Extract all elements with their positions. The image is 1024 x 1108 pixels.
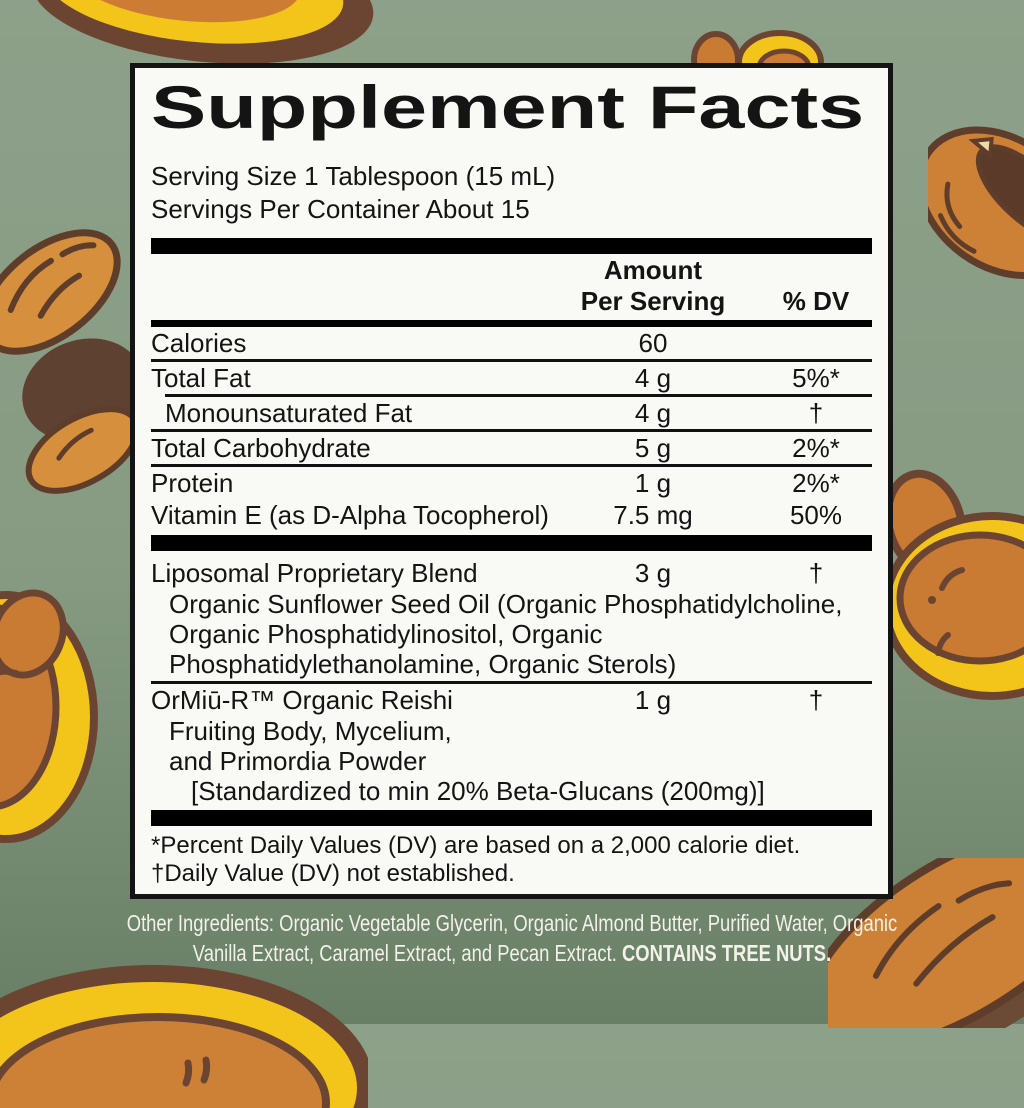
nutrient-dv: 5%* [792, 363, 840, 393]
divider-indented [165, 394, 872, 397]
divider [151, 681, 872, 684]
serving-info: Serving Size 1 Tablespoon (15 mL) Servin… [151, 160, 872, 226]
table-row-total-carbohydrate: Total Carbohydrate 5 g 2%* [151, 432, 872, 464]
nutrient-name: Monounsaturated Fat [165, 398, 413, 428]
nutrient-name: Calories [151, 328, 247, 358]
percent-dv-footnote: *Percent Daily Values (DV) are based on … [151, 832, 801, 859]
nutrient-name: Total Fat [151, 363, 251, 393]
nutrient-name: OrMiū-R™ Organic Reishi [151, 685, 453, 715]
nutrient-amount: 5 g [634, 433, 672, 463]
nutrient-amount: 7.5 mg [613, 500, 693, 530]
thick-divider-bar [151, 238, 872, 254]
table-row-calories: Calories 60 [151, 327, 872, 359]
nutrient-dv: 2%* [792, 468, 840, 498]
nutrient-amount: 1 g [634, 468, 672, 498]
dv-column-header: % DV [782, 286, 850, 316]
panel-title: Supplement Facts [151, 74, 865, 141]
nutrient-dv: † [808, 558, 824, 588]
medium-divider-bar [151, 320, 872, 327]
blend-description: Organic Sunflower Seed Oil (Organic Phos… [169, 589, 843, 679]
table-header: Amount Per Serving % DV [151, 254, 872, 320]
reishi-illustration-left [0, 589, 98, 843]
nutrient-amount: 3 g [634, 558, 672, 588]
serving-size-text: Serving Size 1 Tablespoon (15 mL) [151, 161, 556, 191]
reishi-standardized-note: [Standardized to min 20% Beta-Glucans (2… [191, 776, 765, 806]
other-ingredients-line2: Vanilla Extract, Caramel Extract, and Pe… [192, 940, 832, 966]
nutrient-name: Vitamin E (as D-Alpha Tocopherol) [151, 500, 549, 530]
servings-per-container-text: Servings Per Container About 15 [151, 194, 530, 224]
dagger-footnote: †Daily Value (DV) not established. [151, 860, 515, 887]
table-row-protein: Protein 1 g 2%* [151, 467, 872, 499]
nutrient-name: Total Carbohydrate [151, 433, 371, 463]
divider [151, 429, 872, 432]
table-row-vitamin-e: Vitamin E (as D-Alpha Tocopherol) 7.5 mg… [151, 499, 872, 531]
nutrient-dv: † [808, 398, 824, 428]
thick-divider-bar [151, 535, 872, 551]
reishi-illustration-bottom-left [0, 965, 368, 1108]
footnotes: *Percent Daily Values (DV) are based on … [151, 832, 872, 888]
divider [151, 464, 872, 467]
table-row-liposomal-blend: Liposomal Proprietary Blend 3 g † [151, 557, 872, 589]
nutrient-amount: 4 g [634, 398, 672, 428]
other-ingredients-line1: Other Ingredients: Organic Vegetable Gly… [126, 910, 898, 936]
nutrient-amount: 1 g [634, 685, 672, 715]
pecan-shell-illustration-right [928, 126, 1024, 280]
amount-column-header: Amount Per Serving [580, 255, 726, 316]
reishi-description: Fruiting Body, Mycelium, and Primordia P… [169, 716, 452, 776]
supplement-facts-panel: Supplement Facts Serving Size 1 Tablespo… [130, 63, 893, 899]
nutrient-dv: † [808, 685, 824, 715]
nutrient-amount: 4 g [634, 363, 672, 393]
thick-divider-bar [151, 810, 872, 826]
other-ingredients-text: Other Ingredients: Organic Vegetable Gly… [102, 908, 921, 968]
reishi-illustration-top-left [30, 0, 374, 64]
nutrient-dv: 50% [789, 500, 843, 530]
nutrient-amount: 60 [638, 328, 668, 358]
pecan-halves-illustration-left [0, 229, 138, 494]
pecan-half-illustration-bottom-right [828, 858, 1024, 1028]
divider [151, 359, 872, 362]
reishi-illustration-right [882, 469, 1024, 700]
table-row-total-fat: Total Fat 4 g 5%* [151, 362, 872, 394]
nutrient-name: Protein [151, 468, 234, 498]
contains-tree-nuts-warning: CONTAINS TREE NUTS. [621, 940, 832, 966]
table-row-monounsaturated-fat: Monounsaturated Fat 4 g † [151, 397, 872, 429]
nutrient-name: Liposomal Proprietary Blend [151, 558, 478, 588]
nutrient-dv: 2%* [792, 433, 840, 463]
table-row-reishi: OrMiū-R™ Organic Reishi 1 g † [151, 684, 872, 716]
